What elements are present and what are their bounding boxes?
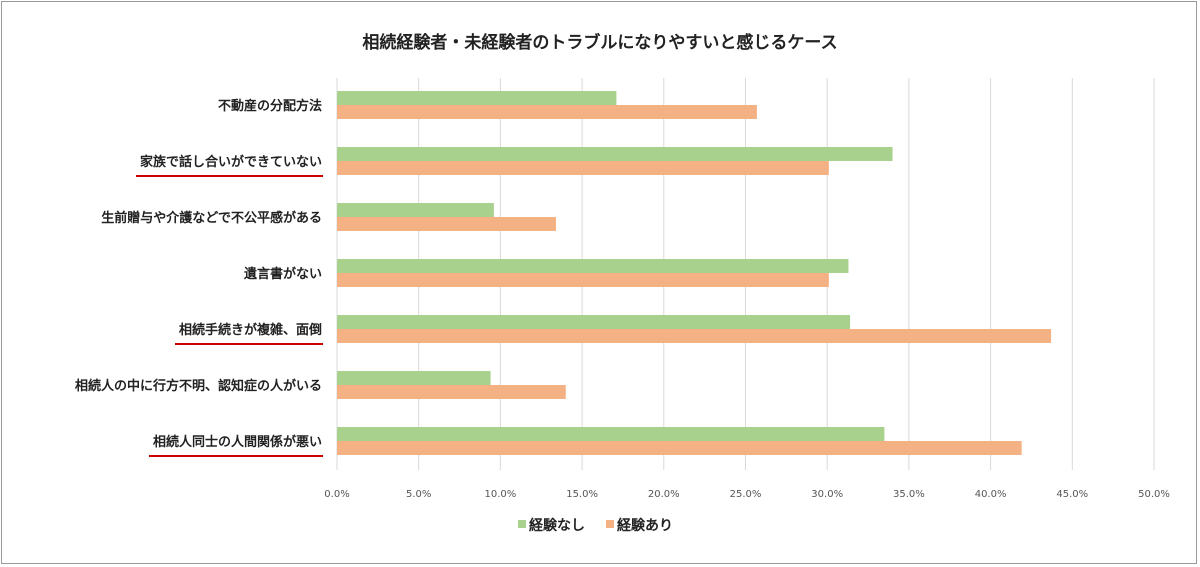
bar-experience — [337, 161, 829, 175]
x-tick-label: 40.0% — [975, 489, 1007, 500]
category-label: 不動産の分配方法 — [218, 98, 322, 114]
bar-no-experience — [337, 371, 491, 385]
category-label: 相続人同士の人間関係が悪い — [153, 434, 322, 450]
bar-experience — [337, 441, 1022, 455]
bar-no-experience — [337, 427, 885, 441]
x-tick-label: 50.0% — [1138, 489, 1170, 500]
category-label: 相続人の中に行方不明、認知症の人がいる — [75, 378, 322, 394]
chart-title: 相続経験者・未経験者のトラブルになりやすいと感じるケース — [362, 33, 838, 53]
bar-no-experience — [337, 315, 851, 329]
legend-swatch — [518, 520, 526, 528]
x-tick-label: 10.0% — [485, 489, 517, 500]
x-tick-label: 20.0% — [648, 489, 680, 500]
bar-no-experience — [337, 203, 494, 217]
x-tick-label: 0.0% — [324, 489, 349, 500]
bar-experience — [337, 217, 556, 231]
legend-swatch — [606, 520, 614, 528]
x-tick-label: 5.0% — [406, 489, 431, 500]
bar-no-experience — [337, 147, 893, 161]
bar-experience — [337, 105, 757, 119]
category-label: 遺言書がない — [243, 266, 322, 282]
category-label: 生前贈与や介護などで不公平感がある — [101, 210, 322, 226]
bar-no-experience — [337, 91, 617, 105]
x-tick-label: 35.0% — [893, 489, 925, 500]
x-tick-label: 30.0% — [811, 489, 843, 500]
bar-experience — [337, 329, 1052, 343]
category-label: 相続手続きが複雑、面倒 — [179, 322, 322, 338]
legend-label: 経験あり — [617, 517, 673, 534]
legend-label: 経験なし — [529, 517, 585, 534]
category-label: 家族で話し合いができていない — [140, 154, 322, 170]
x-tick-label: 25.0% — [730, 489, 762, 500]
bar-experience — [337, 273, 829, 287]
x-tick-label: 15.0% — [566, 489, 598, 500]
x-tick-label: 45.0% — [1056, 489, 1088, 500]
bar-no-experience — [337, 259, 849, 273]
bar-experience — [337, 385, 566, 399]
